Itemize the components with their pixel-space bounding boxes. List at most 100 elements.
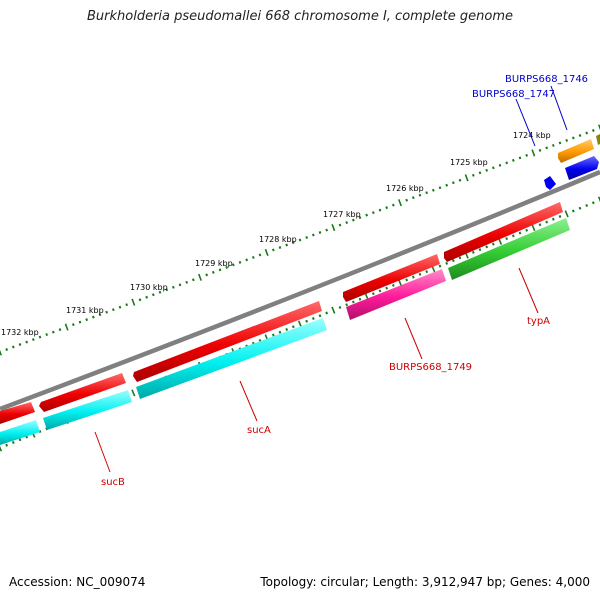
minor-tick bbox=[191, 278, 195, 282]
major-tick bbox=[131, 389, 136, 397]
major-tick bbox=[0, 445, 3, 452]
minor-tick bbox=[25, 340, 29, 344]
minor-tick bbox=[251, 255, 255, 259]
gene-cyan-block[interactable] bbox=[136, 318, 327, 399]
minor-tick bbox=[371, 211, 375, 215]
gene-BURPS668_1747-arrow[interactable] bbox=[565, 156, 599, 180]
gene-olive-fragment[interactable] bbox=[596, 134, 600, 145]
ruler-ticks-outer bbox=[0, 124, 600, 356]
gene-sucA-arrow[interactable] bbox=[133, 301, 322, 382]
minor-tick bbox=[511, 234, 515, 238]
minor-tick bbox=[11, 345, 15, 349]
gene-small-blue-arrow[interactable] bbox=[544, 176, 556, 190]
minor-tick bbox=[165, 288, 169, 292]
major-tick bbox=[297, 320, 303, 328]
minor-tick bbox=[585, 131, 589, 135]
minor-tick bbox=[491, 242, 495, 246]
gene-typA-arrow[interactable] bbox=[444, 202, 563, 262]
minor-tick bbox=[138, 298, 142, 302]
gene-label-sucA[interactable]: sucA bbox=[247, 425, 271, 436]
tick-label: 1725 kbp bbox=[450, 158, 488, 167]
minor-tick bbox=[558, 215, 562, 219]
gene-magenta-block[interactable] bbox=[346, 269, 446, 320]
minor-tick bbox=[338, 305, 342, 309]
minor-tick bbox=[538, 223, 542, 227]
gene-BURPS668_1746-arrow[interactable] bbox=[558, 139, 594, 163]
gene-green-block[interactable] bbox=[448, 218, 570, 280]
minor-tick bbox=[11, 440, 15, 444]
gene-label-BURPS668_1749[interactable]: BURPS668_1749 bbox=[389, 362, 472, 373]
minor-tick bbox=[518, 231, 522, 235]
tick-label: 1726 kbp bbox=[386, 184, 424, 193]
minor-tick bbox=[551, 143, 555, 147]
gene-label-BURPS668_1747[interactable]: BURPS668_1747 bbox=[472, 89, 555, 100]
minor-tick bbox=[425, 191, 429, 195]
minor-tick bbox=[71, 323, 75, 327]
minor-tick bbox=[231, 263, 235, 267]
minor-tick bbox=[271, 333, 275, 337]
minor-tick bbox=[565, 138, 569, 142]
gene-sucB-arrow[interactable] bbox=[39, 373, 126, 412]
gene-left-edge-arrow[interactable] bbox=[0, 402, 35, 424]
minor-tick bbox=[98, 313, 102, 317]
minor-tick bbox=[591, 129, 595, 132]
minor-tick bbox=[171, 285, 175, 289]
minor-tick bbox=[125, 303, 129, 307]
minor-tick bbox=[445, 261, 449, 265]
minor-tick bbox=[211, 270, 215, 274]
minor-tick bbox=[378, 208, 382, 212]
minor-tick bbox=[105, 310, 109, 314]
minor-tick bbox=[291, 325, 295, 329]
minor-tick bbox=[458, 178, 462, 182]
minor-tick bbox=[118, 305, 122, 309]
accession-text: Accession: NC_009074 bbox=[9, 575, 146, 589]
major-tick bbox=[264, 248, 269, 257]
gene-label-typA[interactable]: typA bbox=[527, 316, 550, 327]
minor-tick bbox=[45, 333, 49, 337]
minor-tick bbox=[338, 223, 342, 227]
minor-tick bbox=[291, 241, 295, 244]
minor-tick bbox=[558, 141, 562, 145]
minor-tick bbox=[305, 319, 309, 323]
major-tick bbox=[64, 323, 69, 331]
genes-inner-strand bbox=[0, 156, 599, 445]
label-leaders bbox=[94, 85, 568, 473]
minor-tick bbox=[5, 443, 9, 447]
major-tick bbox=[331, 223, 336, 232]
minor-tick bbox=[491, 166, 495, 170]
minor-tick bbox=[258, 253, 262, 257]
minor-tick bbox=[145, 295, 149, 299]
minor-tick bbox=[391, 203, 395, 207]
minor-tick bbox=[578, 206, 582, 210]
major-tick bbox=[398, 199, 402, 207]
gene-BURPS668_1749-arrow[interactable] bbox=[343, 254, 440, 302]
minor-tick bbox=[278, 330, 282, 334]
minor-tick bbox=[51, 330, 55, 334]
minor-tick bbox=[411, 275, 415, 279]
minor-tick bbox=[485, 245, 489, 249]
tick-label: 1729 kbp bbox=[195, 259, 233, 268]
minor-tick bbox=[538, 148, 542, 152]
minor-tick bbox=[505, 161, 509, 165]
gene-cyan-block[interactable] bbox=[43, 390, 132, 430]
minor-tick bbox=[371, 292, 375, 296]
minor-tick bbox=[278, 245, 282, 249]
gene-label-BURPS668_1746[interactable]: BURPS668_1746 bbox=[505, 74, 588, 85]
minor-tick bbox=[578, 133, 582, 137]
minor-tick bbox=[458, 256, 462, 260]
ruler-labels: 1724 kbp 1725 kbp 1726 kbp 1727 kbp 1728… bbox=[1, 131, 551, 337]
minor-tick bbox=[438, 264, 442, 268]
major-tick bbox=[531, 224, 536, 232]
minor-tick bbox=[451, 259, 455, 263]
gene-cyan-edge[interactable] bbox=[0, 420, 40, 445]
minor-tick bbox=[545, 220, 549, 224]
minor-tick bbox=[38, 429, 42, 433]
minor-tick bbox=[205, 273, 209, 277]
gene-label-sucB[interactable]: sucB bbox=[101, 477, 125, 488]
minor-tick bbox=[478, 171, 482, 175]
major-tick bbox=[331, 306, 336, 314]
minor-tick bbox=[498, 163, 502, 167]
minor-tick bbox=[38, 335, 42, 339]
minor-tick bbox=[585, 204, 589, 208]
